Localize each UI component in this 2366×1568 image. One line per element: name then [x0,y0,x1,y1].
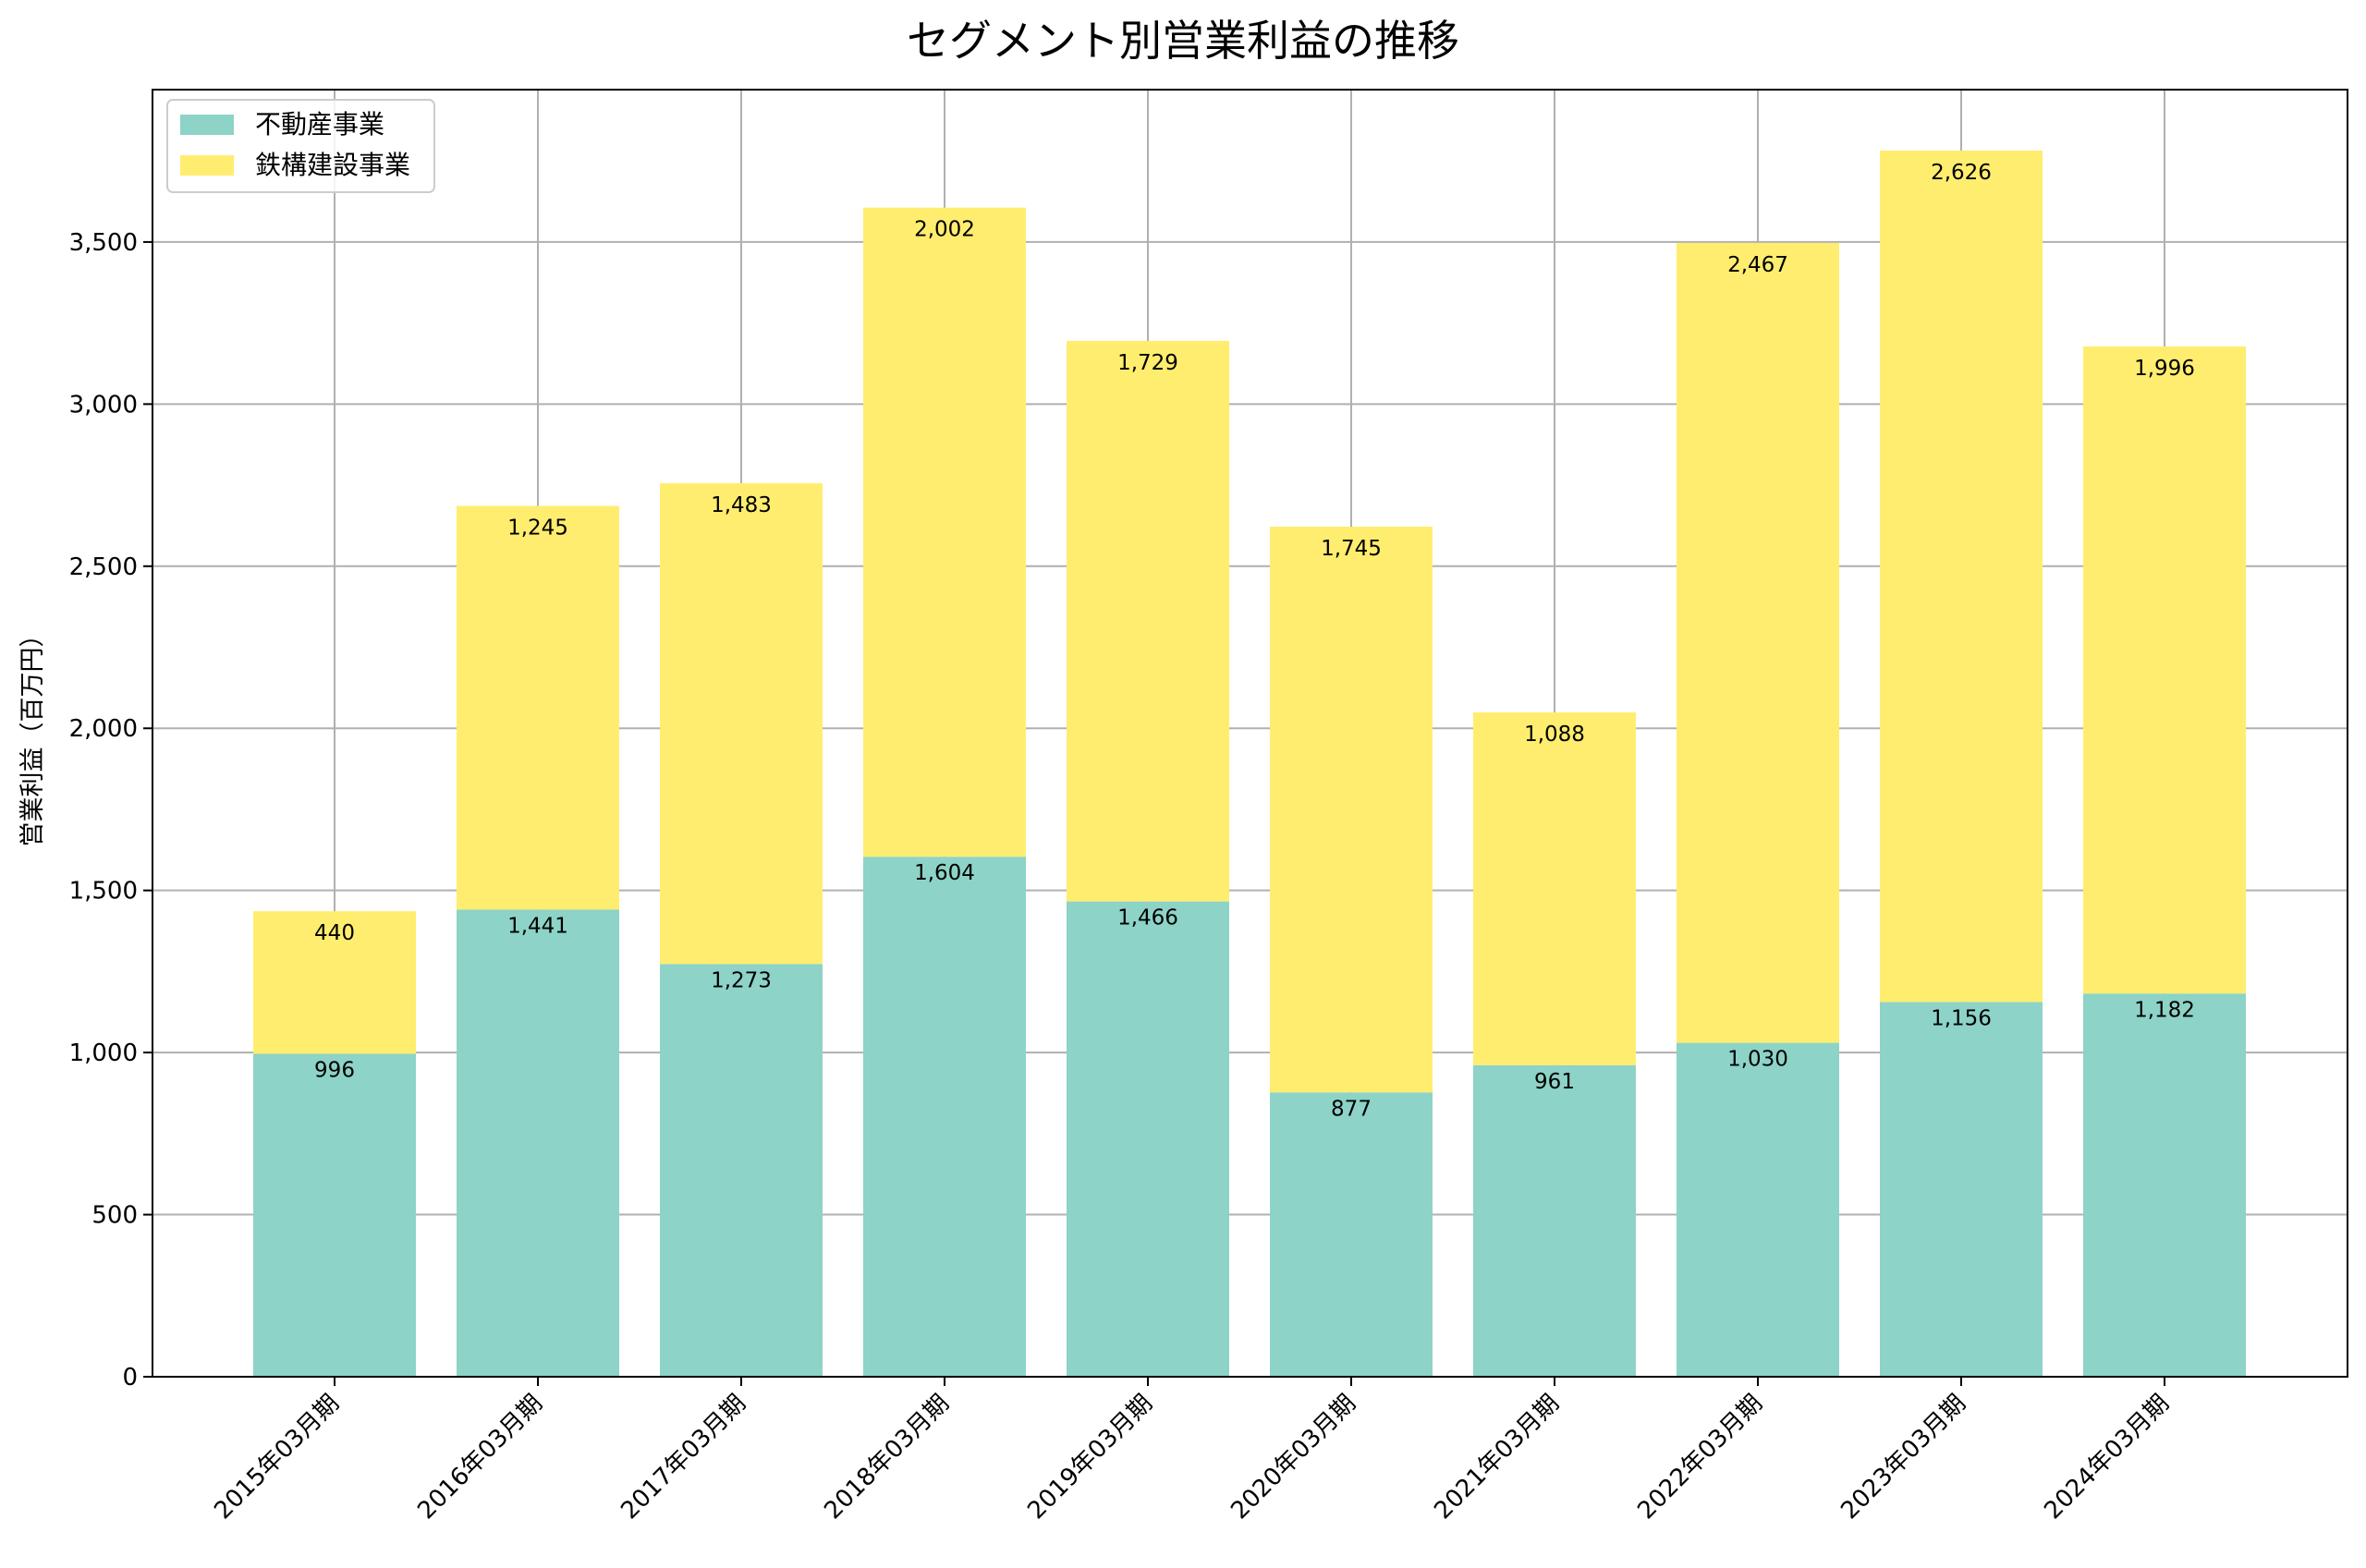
x-tick-label: 2018年03月期 [819,1390,955,1525]
chart-title: セグメント別営業利益の推移 [907,16,1459,66]
value-label-real-estate: 1,466 [1117,906,1178,930]
x-tick-label: 2020年03月期 [1226,1390,1361,1525]
value-label-steel-construction: 1,745 [1321,537,1382,561]
y-tick-label: 500 [91,1202,138,1230]
x-tick-label: 2024年03月期 [2039,1390,2175,1525]
bars-layer [253,150,2246,1377]
value-label-steel-construction: 1,245 [507,517,568,541]
x-tick-label: 2016年03月期 [412,1390,548,1525]
value-label-real-estate: 1,273 [711,968,772,992]
plot-frame [152,89,2348,1378]
legend-entry-label: 鉄構建設事業 [255,150,410,180]
y-tick-label: 3,000 [69,391,138,419]
value-label-real-estate: 961 [1534,1070,1575,1094]
bar-real-estate [660,964,823,1377]
x-tick-label: 2022年03月期 [1632,1390,1768,1525]
value-label-real-estate: 877 [1331,1097,1372,1121]
bar-steel-construction [1270,526,1433,1093]
bar-real-estate [1270,1092,1433,1377]
bar-steel-construction [457,505,619,910]
value-label-real-estate: 1,156 [1931,1006,1992,1030]
bar-steel-construction [863,207,1026,857]
x-tick-label: 2023年03月期 [1835,1390,1971,1525]
bar-real-estate [1677,1042,1839,1377]
value-label-real-estate: 1,030 [1727,1048,1788,1072]
bar-real-estate [1880,1002,2043,1377]
bar-steel-construction [253,911,416,1054]
value-label-real-estate: 1,182 [2134,998,2195,1022]
y-tick-label: 3,500 [69,229,138,257]
bar-real-estate [2083,993,2246,1377]
y-tick-label: 1,000 [69,1039,138,1067]
bar-real-estate [1067,901,1229,1377]
y-tick-label: 2,500 [69,553,138,581]
value-label-steel-construction: 1,729 [1117,351,1178,375]
bar-real-estate [863,857,1026,1377]
value-label-real-estate: 1,441 [507,914,568,938]
value-label-steel-construction: 1,088 [1524,723,1585,747]
y-tick-label: 0 [122,1364,138,1392]
value-label-real-estate: 996 [314,1059,355,1083]
bar-steel-construction [660,482,823,965]
value-label-steel-construction: 2,626 [1931,161,1992,185]
value-label-steel-construction: 440 [314,921,355,945]
value-label-steel-construction: 2,002 [914,218,975,242]
x-tick-label: 2021年03月期 [1429,1390,1565,1525]
y-tick-label: 2,000 [69,715,138,743]
x-tick-label: 2017年03月期 [616,1390,751,1525]
bar-real-estate [1473,1064,1636,1377]
y-axis-label: 営業利益（百万円） [18,623,47,847]
y-tick-label: 1,500 [69,878,138,906]
value-label-real-estate: 1,604 [914,861,975,885]
bar-real-estate [253,1053,416,1377]
bar-steel-construction [2083,346,2246,994]
value-labels-layer: 996 440 1,441 1,245 1,273 1,483 1,604 2,002 1,46… [314,161,2195,1121]
legend-swatch [180,115,234,135]
value-label-steel-construction: 1,996 [2134,357,2195,381]
legend-swatch [180,155,234,176]
x-tick-label: 2015年03月期 [209,1390,345,1525]
legend-entry-label: 不動産事業 [255,109,384,140]
bar-real-estate [457,909,619,1377]
value-label-steel-construction: 2,467 [1727,253,1788,277]
bar-steel-construction [1677,242,1839,1043]
legend-box [166,99,435,193]
bar-steel-construction [1067,340,1229,902]
bar-steel-construction [1473,712,1636,1065]
x-tick-label: 2019年03月期 [1022,1390,1158,1525]
value-label-steel-construction: 1,483 [711,493,772,517]
bar-steel-construction [1880,150,2043,1003]
